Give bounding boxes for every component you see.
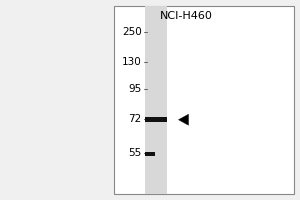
- Text: 72: 72: [128, 114, 142, 124]
- Bar: [145, 152, 155, 156]
- Bar: [145, 6, 167, 194]
- Text: 55: 55: [128, 148, 142, 158]
- Text: 130: 130: [122, 57, 142, 67]
- Text: 95: 95: [128, 84, 142, 94]
- Text: 250: 250: [122, 27, 142, 37]
- Text: NCI-H460: NCI-H460: [160, 11, 212, 21]
- Bar: [114, 6, 294, 194]
- Bar: [145, 117, 167, 122]
- Polygon shape: [178, 114, 188, 125]
